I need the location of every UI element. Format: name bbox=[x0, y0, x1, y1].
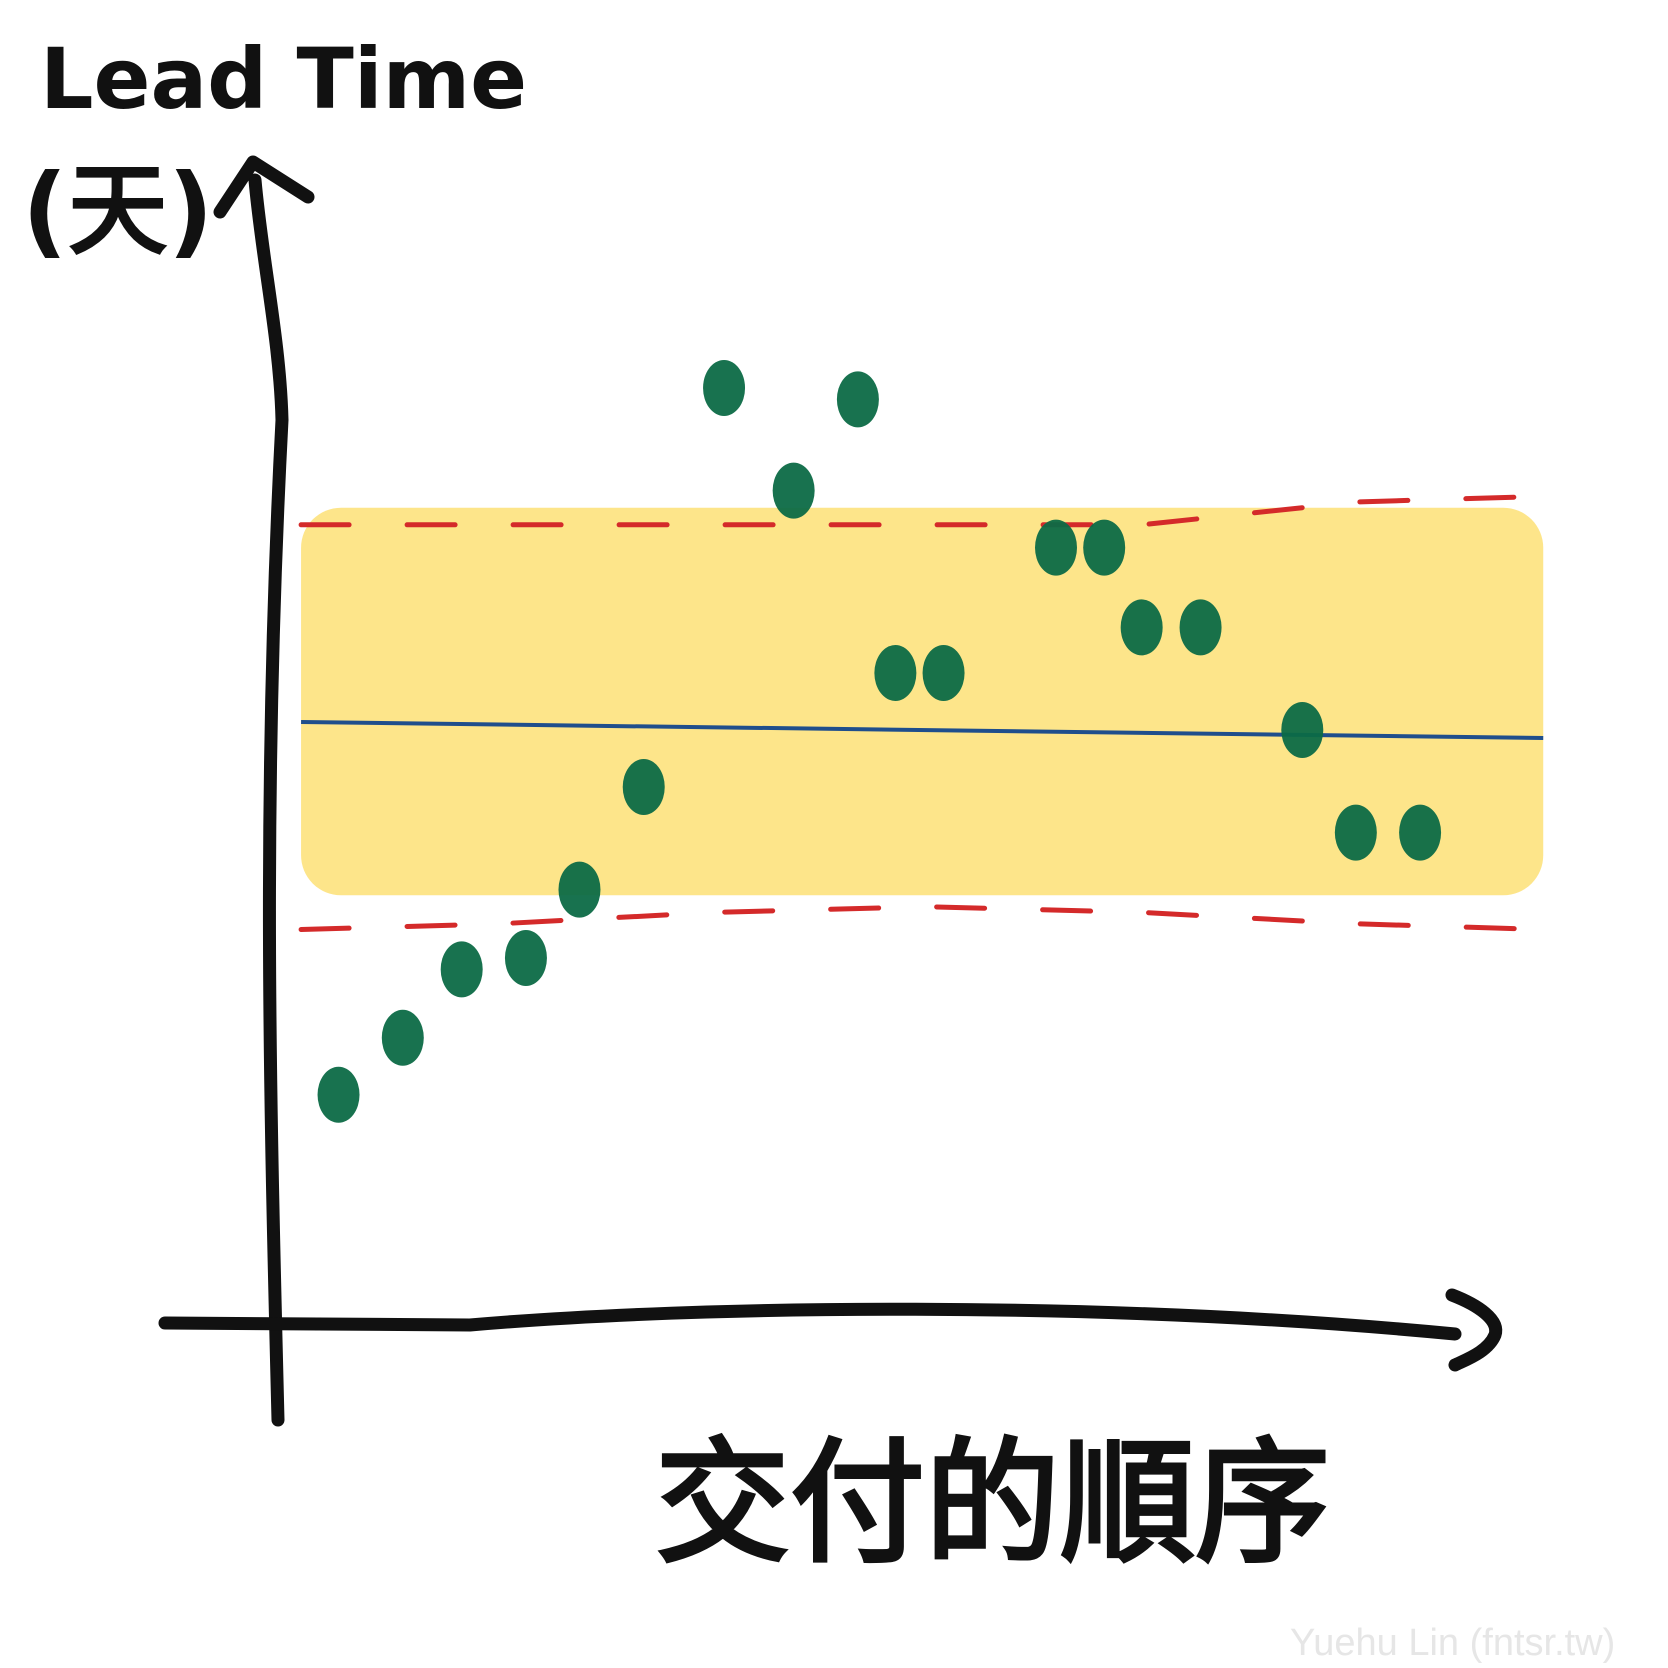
data-point bbox=[874, 645, 917, 701]
x-axis-line bbox=[158, 1302, 1462, 1341]
data-point bbox=[922, 645, 965, 701]
watermark-text: Yuehu Lin (fntsr.tw) bbox=[1290, 1622, 1615, 1664]
y-axis-line bbox=[248, 173, 289, 1427]
data-point bbox=[1281, 702, 1324, 758]
data-point bbox=[1334, 804, 1377, 861]
data-point bbox=[1120, 599, 1163, 656]
y-axis-label-line1: Lead Time bbox=[40, 30, 527, 128]
data-point bbox=[1083, 519, 1126, 576]
control-band bbox=[301, 507, 1544, 896]
x-axis-arrow-icon bbox=[1445, 1288, 1503, 1372]
data-point bbox=[1399, 804, 1442, 861]
x-axis-label: 交付的順序 bbox=[655, 1425, 1330, 1582]
data-point bbox=[317, 1066, 360, 1123]
data-point bbox=[836, 371, 879, 428]
data-point bbox=[504, 930, 547, 986]
data-point bbox=[703, 360, 746, 416]
data-point bbox=[381, 1009, 424, 1066]
data-point bbox=[558, 861, 601, 918]
y-axis-arrow-icon bbox=[213, 155, 315, 219]
data-point bbox=[622, 759, 665, 815]
data-point bbox=[772, 462, 815, 519]
data-point bbox=[1179, 599, 1222, 656]
mean-line bbox=[301, 720, 1544, 740]
data-point bbox=[1035, 519, 1077, 576]
y-axis-label-line2: (天) bbox=[22, 152, 213, 269]
data-point bbox=[440, 941, 483, 998]
